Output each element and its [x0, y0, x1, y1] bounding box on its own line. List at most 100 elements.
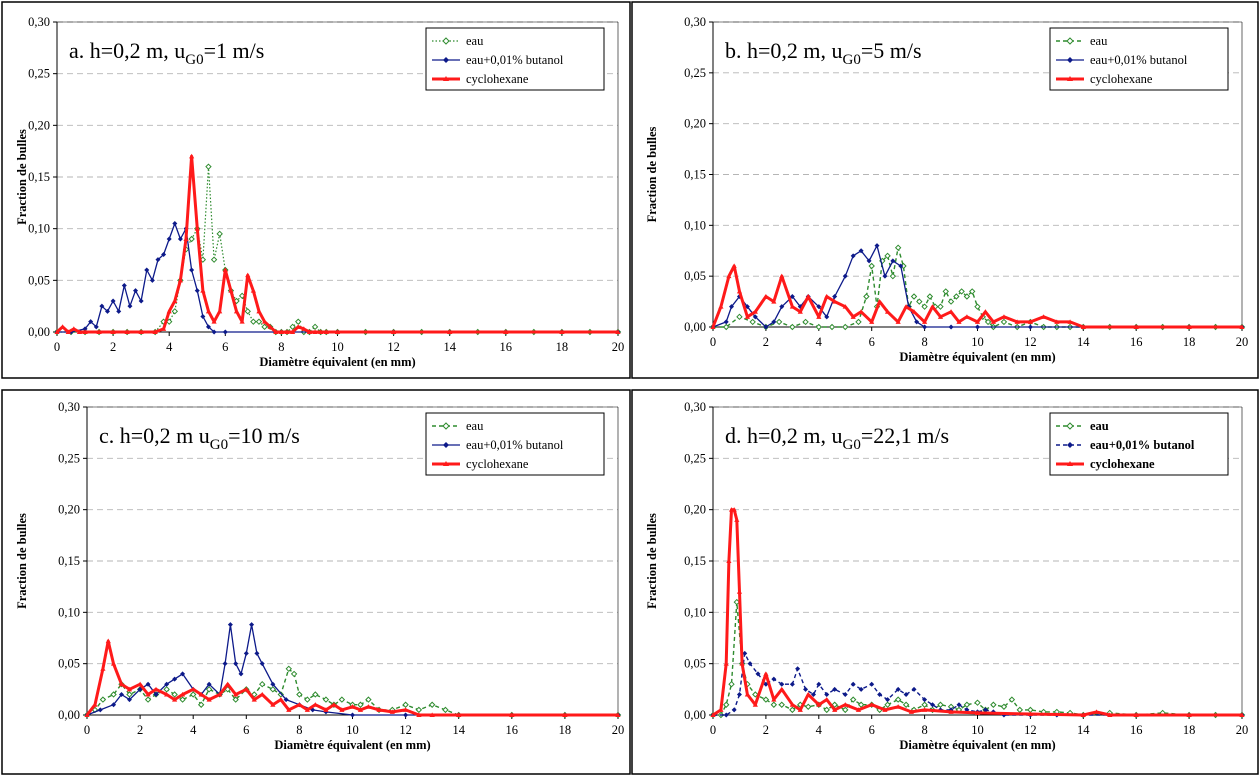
data-point: [1000, 318, 1008, 326]
data-point: [180, 671, 186, 677]
x-tick-label: 4: [166, 340, 173, 354]
legend-label-cyclohexane: cyclohexane: [1090, 72, 1153, 86]
data-point: [429, 712, 435, 717]
data-point: [729, 304, 735, 310]
data-point: [205, 163, 212, 170]
y-tick-label: 0,05: [684, 657, 706, 671]
data-point: [824, 314, 830, 320]
data-point: [832, 707, 838, 712]
x-tick-label: 14: [452, 723, 465, 737]
data-point: [256, 308, 262, 314]
x-tick-label: 14: [1077, 723, 1090, 737]
data-point: [210, 256, 218, 263]
data-point: [127, 303, 133, 309]
data-point: [138, 298, 144, 304]
x-tick-label: 8: [278, 340, 284, 354]
data-point: [198, 691, 204, 697]
data-point: [842, 702, 848, 707]
data-point: [376, 707, 382, 712]
data-point: [456, 712, 462, 717]
data-point: [850, 314, 856, 319]
data-point: [222, 329, 228, 335]
data-point: [903, 691, 909, 697]
legend-label-butanol: eau+0,01% butanol: [1090, 53, 1188, 67]
data-point: [96, 329, 102, 334]
data-point: [779, 681, 785, 687]
y-tick-label: 0,10: [684, 218, 706, 232]
data-point: [100, 666, 106, 671]
data-point: [789, 702, 795, 707]
data-point: [795, 666, 801, 672]
data-point: [194, 288, 200, 294]
data-point: [921, 303, 928, 310]
data-point: [249, 622, 255, 628]
x-tick-label: 16: [1130, 335, 1143, 349]
data-point: [916, 298, 923, 305]
x-tick-label: 8: [296, 723, 302, 737]
data-point: [895, 319, 901, 324]
data-point: [290, 329, 296, 334]
y-tick-label: 0,25: [58, 451, 80, 465]
legend-frame: [1049, 412, 1229, 476]
legend-marker: [1066, 422, 1074, 430]
data-point: [749, 318, 756, 326]
data-point: [93, 324, 99, 330]
data-point: [99, 696, 107, 703]
data-point: [797, 309, 803, 314]
data-point: [259, 661, 265, 667]
y-tick-label: 0,25: [684, 451, 706, 465]
data-point: [1107, 712, 1113, 717]
data-point: [509, 712, 515, 717]
data-point: [296, 691, 303, 698]
series-cyclohexane: [710, 263, 1245, 329]
data-point: [562, 712, 568, 717]
data-point: [559, 329, 565, 334]
x-tick-label: 14: [443, 340, 456, 354]
legend-label-cyclohexane: cyclohexane: [466, 72, 529, 86]
data-point: [110, 691, 117, 698]
y-tick-label: 0,05: [684, 269, 706, 283]
data-point: [911, 686, 917, 692]
data-point: [895, 704, 901, 709]
data-point: [1054, 319, 1060, 324]
data-point: [832, 298, 838, 304]
y-axis-label: Fraction de bulles: [15, 513, 29, 609]
y-tick-label: 0,00: [684, 708, 706, 722]
data-point: [789, 294, 795, 299]
x-tick-label: 12: [1024, 723, 1037, 737]
data-point: [803, 686, 809, 692]
data-point: [133, 288, 139, 294]
data-point: [734, 517, 740, 522]
data-point: [789, 323, 796, 331]
data-point: [270, 681, 276, 687]
legend-label-cyclohexane: cyclohexane: [1090, 457, 1155, 471]
data-point: [811, 691, 817, 697]
data-point: [731, 263, 737, 268]
data-point: [948, 309, 954, 314]
x-tick-label: 12: [1024, 335, 1037, 349]
data-point: [958, 288, 965, 295]
data-point: [726, 558, 732, 563]
data-point: [1093, 709, 1100, 714]
x-tick-label: 20: [612, 340, 625, 354]
chart-title: a. h=0,2 m, uG0=1 m/s: [69, 38, 264, 68]
data-point: [953, 293, 960, 300]
y-tick-label: 0,15: [684, 168, 706, 182]
data-point: [121, 283, 127, 288]
data-point: [269, 686, 277, 693]
data-point: [744, 691, 750, 697]
data-point: [126, 686, 133, 692]
data-point: [110, 298, 116, 304]
data-point: [250, 318, 257, 325]
data-point: [278, 697, 284, 702]
data-point: [153, 691, 159, 697]
data-point: [415, 706, 423, 714]
data-point: [144, 696, 152, 703]
legend-label-cyclohexane: cyclohexane: [466, 457, 529, 471]
data-point: [124, 329, 130, 334]
data-point: [365, 704, 372, 709]
data-point: [926, 293, 934, 300]
y-tick-label: 0,30: [684, 400, 706, 414]
data-point: [365, 696, 372, 703]
x-tick-label: 8: [921, 335, 927, 349]
